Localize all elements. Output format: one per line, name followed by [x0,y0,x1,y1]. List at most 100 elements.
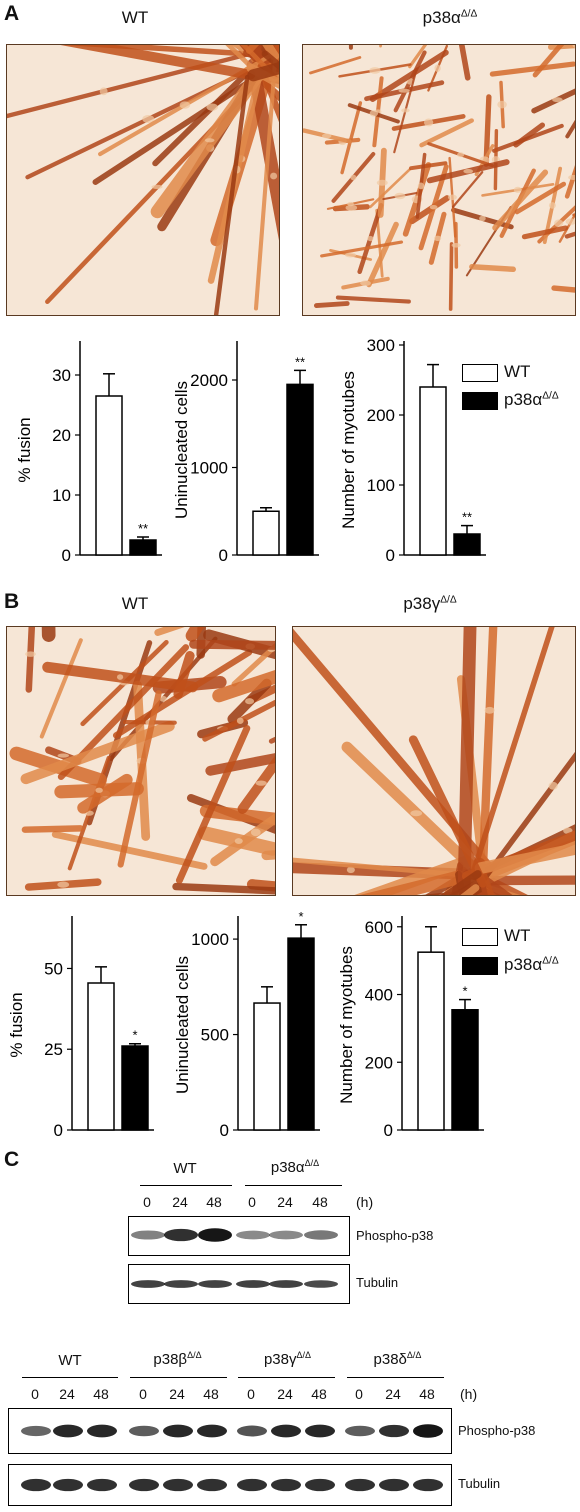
legend-b-ko-swatch [462,957,498,975]
micrograph-a-wt [6,44,280,316]
bar-ko [121,1045,149,1131]
blot2-lane-label: 24 [385,1386,401,1402]
blot1-lane-label: 24 [172,1194,188,1210]
blot2-group-line-gamma [238,1377,335,1378]
blot2-lane-label: 48 [419,1386,435,1402]
blot-band [163,1478,193,1492]
blot1-tubulin-row [128,1264,350,1304]
blot1-lane-label: 48 [312,1194,328,1210]
legend-b-wt-label: WT [504,926,531,945]
y-axis-label: Number of myotubes [339,371,358,529]
micrograph-a-ko [302,44,576,316]
blot-band [304,1280,338,1288]
blot2-lane-label: 0 [31,1386,39,1402]
bar-ko [287,937,315,1131]
blot-band [413,1478,443,1492]
significance-mark: * [298,909,303,924]
blot-band [345,1425,375,1437]
panel-a-wt-title: WT [121,8,149,27]
blot-band [305,1478,335,1492]
blot2-tubulin-row [8,1464,452,1506]
blot-band [197,1478,227,1492]
y-tick-label: 0 [386,546,395,565]
blot-band [269,1230,303,1240]
y-axis-label: % fusion [7,992,26,1057]
y-tick-label: 300 [367,336,395,355]
y-tick-label: 0 [219,546,228,565]
y-tick-label: 200 [367,406,395,425]
blot-band [236,1280,270,1288]
legend-a-ko-label: p38αΔ/Δ [504,390,559,409]
blot1-lane-label: 48 [206,1194,222,1210]
blot-band [271,1424,301,1438]
y-tick-label: 1000 [191,930,229,949]
blot-band [379,1424,409,1438]
legend-b-wt-swatch [462,928,498,946]
panel-b-label: B [4,590,20,613]
significance-mark: * [462,984,467,999]
blot-band [269,1280,303,1288]
blot-band [21,1478,51,1492]
bar-ko [453,533,481,556]
bar-wt [419,386,447,556]
bar-ko [129,539,157,556]
y-tick-label: 0 [62,546,71,565]
bar-chart-a3: 0 100 200 300 Number of myotubes ** [339,336,486,565]
blot-band [87,1478,117,1492]
y-tick-label: 50 [44,959,63,978]
blot-band [129,1425,159,1437]
blot-band [53,1478,83,1492]
blot-band [237,1425,267,1437]
blot2-phospho-row [8,1408,452,1454]
significance-mark: ** [138,521,148,536]
blot-band [271,1478,301,1492]
significance-mark: * [132,1028,137,1043]
y-tick-label: 0 [220,1121,229,1140]
blot1-lane-label: 24 [277,1194,293,1210]
bar-chart-b1: 0 25 50 % fusion * [7,916,154,1140]
blot2-group-line-delta [347,1377,444,1378]
blot2-lane-label: 48 [203,1386,219,1402]
blot-band [131,1230,165,1240]
blot1-group-wt: WT [173,1160,197,1177]
y-tick-label: 500 [201,1026,229,1045]
blot2-group-line-wt [22,1377,118,1378]
bar-chart-b2: 0 500 1000 Uninucleated cells * [173,909,320,1140]
y-axis-label: Number of myotubes [337,946,356,1104]
y-tick-label: 20 [52,426,71,445]
y-axis-label: % fusion [15,417,34,482]
micrograph-b-ko [292,626,576,896]
y-tick-label: 200 [365,1053,393,1072]
y-axis-label: Uninucleated cells [173,956,192,1094]
y-tick-label: 2000 [190,371,228,390]
blot-band [413,1424,443,1438]
panel-a-label: A [4,2,20,25]
blot2-group-line-beta [130,1377,227,1378]
blot2-group-gamma: p38γΔ/Δ [263,1350,312,1368]
bar-wt [87,982,115,1131]
blot2-group-delta: p38δΔ/Δ [373,1350,422,1368]
blot-band [198,1228,232,1242]
blot2-tubulin-label: Tubulin [458,1476,501,1491]
blot-band [164,1280,198,1288]
panel-c-label: C [4,1148,20,1171]
bar-wt [252,510,280,556]
blot2-group-wt: WT [58,1352,82,1369]
blot1-phospho-row [128,1216,350,1256]
blot-band [131,1280,165,1288]
bar-ko [451,1009,479,1131]
y-tick-label: 600 [365,918,393,937]
blot1-group-line-wt [140,1185,232,1186]
blot2-lane-label: 24 [277,1386,293,1402]
blot2-phospho-label: Phospho-p38 [458,1423,536,1438]
blot2-lane-label: 0 [139,1386,147,1402]
blot2-lane-label: 24 [169,1386,185,1402]
blot-band [164,1228,198,1242]
significance-mark: ** [462,510,472,525]
y-tick-label: 30 [52,366,71,385]
significance-mark: ** [295,354,305,369]
panel-b-ko-title: p38γΔ/Δ [403,594,457,613]
y-tick-label: 0 [54,1121,63,1140]
legend-b-ko-label: p38αΔ/Δ [504,955,559,974]
